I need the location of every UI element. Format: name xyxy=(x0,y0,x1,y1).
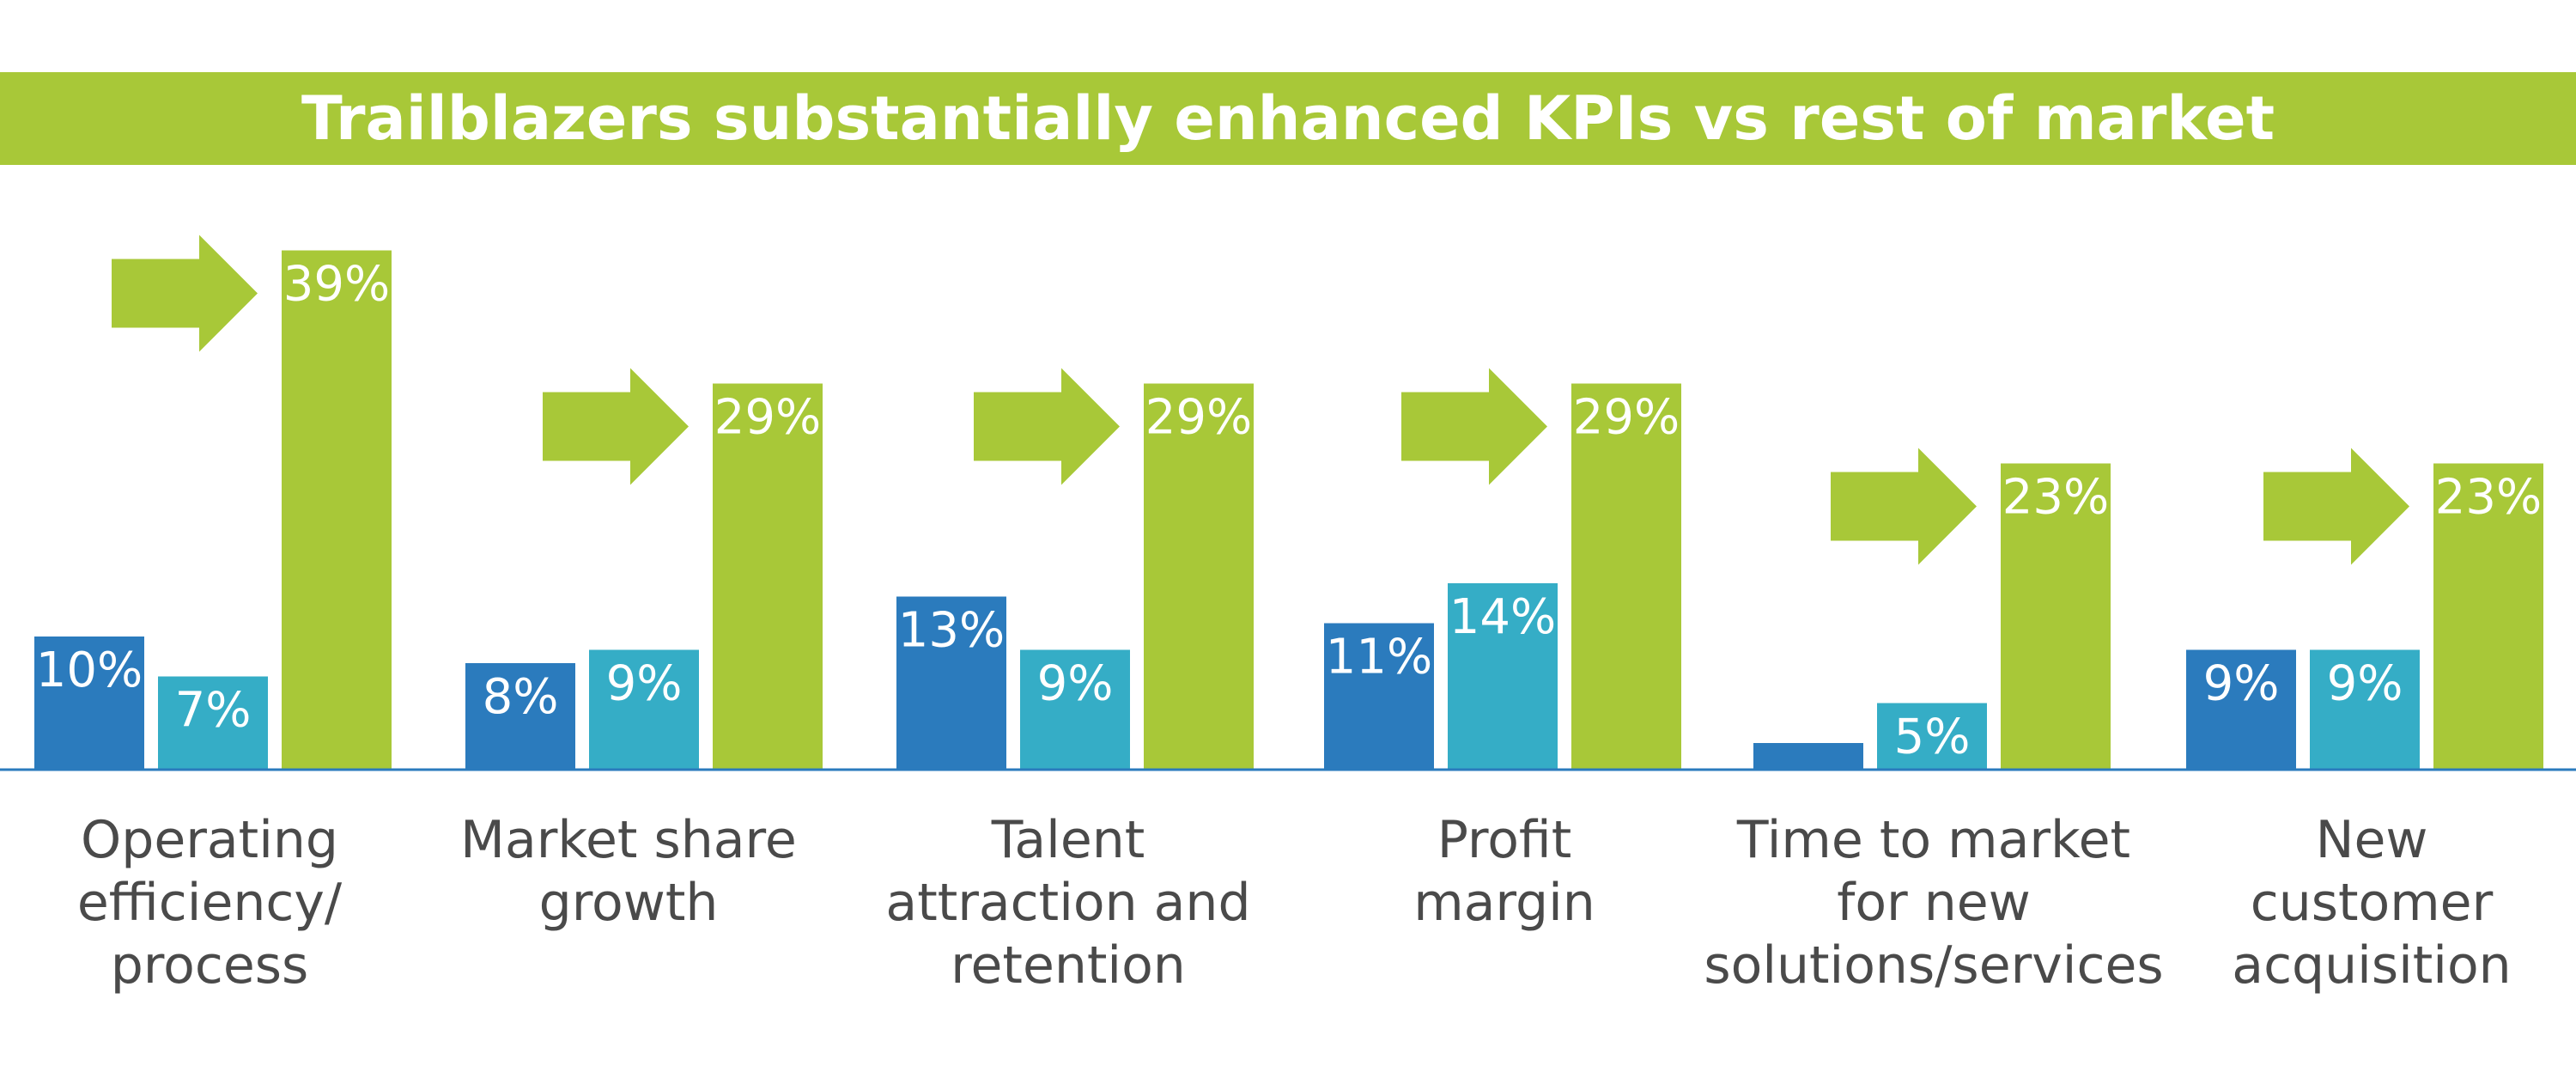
bar-series-2-cat-6 xyxy=(2310,649,2420,770)
bar-label-series-2-cat-2: 9% xyxy=(606,656,683,712)
category-label-line: retention xyxy=(951,935,1186,996)
category-label-line: attraction and xyxy=(885,873,1250,933)
category-label-6: New customer acquisition xyxy=(2232,810,2511,996)
bar-label-series-3-cat-2: 29% xyxy=(714,390,821,446)
bar-label-series-3-cat-3: 29% xyxy=(1145,390,1252,446)
category-label-line: Operating xyxy=(81,810,338,870)
category-label-line: solutions/services xyxy=(1704,935,2163,996)
bar-label-series-1-cat-2: 8% xyxy=(483,669,559,725)
bar-series-1-cat-4 xyxy=(1324,623,1434,770)
bar-series-2-cat-1 xyxy=(158,676,268,770)
title-banner: Trailblazers substantially enhanced KPIs… xyxy=(0,72,2576,165)
bar-series-2-cat-2 xyxy=(589,649,699,770)
bar-series-1-cat-5 xyxy=(1753,743,1863,770)
category-label-4: Profit margin xyxy=(1413,810,1595,933)
category-label-line: Talent xyxy=(991,810,1145,870)
category-label-line: Profit xyxy=(1437,810,1572,870)
category-label-line: New xyxy=(2316,810,2428,870)
bar-series-3-cat-2 xyxy=(713,383,823,770)
category-label-line: margin xyxy=(1413,873,1595,933)
category-label-line: customer xyxy=(2251,873,2494,933)
category-label-line: Market share xyxy=(460,810,797,870)
bar-series-3-cat-5 xyxy=(2001,463,2111,770)
bar-label-series-1-cat-6: 9% xyxy=(2203,656,2280,712)
bar-series-3-cat-3 xyxy=(1144,383,1254,770)
bar-series-1-cat-6 xyxy=(2186,649,2296,770)
bar-series-3-cat-1 xyxy=(282,250,392,770)
bar-series-1-cat-3 xyxy=(896,596,1006,770)
arrows-layer xyxy=(112,235,2409,565)
category-label-line: Time to market xyxy=(1736,810,2130,870)
category-label-5: Time to market for new solutions/services xyxy=(1704,810,2163,996)
bar-label-series-1-cat-4: 11% xyxy=(1326,630,1432,685)
bar-label-series-2-cat-4: 14% xyxy=(1449,589,1556,645)
category-label-3: Talent attraction and retention xyxy=(885,810,1250,996)
bar-label-series-3-cat-5: 23% xyxy=(2002,470,2109,526)
category-label-line: growth xyxy=(539,873,719,933)
arrow-icon-cat-1 xyxy=(112,235,258,352)
arrow-icon-cat-2 xyxy=(543,368,689,485)
category-label-2: Market share growth xyxy=(460,810,797,933)
bar-series-1-cat-1 xyxy=(34,637,144,770)
bar-series-3-cat-6 xyxy=(2433,463,2543,770)
arrow-icon-cat-5 xyxy=(1831,448,1977,565)
category-labels-layer: Operating efficiency/process Market share g… xyxy=(77,810,2512,996)
bar-series-2-cat-4 xyxy=(1448,583,1558,770)
bars-layer xyxy=(34,250,2543,770)
bar-series-2-cat-5 xyxy=(1877,703,1987,770)
bar-label-series-2-cat-5: 5% xyxy=(1894,710,1971,765)
bar-label-series-3-cat-6: 23% xyxy=(2435,470,2542,526)
arrow-icon-cat-4 xyxy=(1401,368,1547,485)
bar-series-3-cat-4 xyxy=(1571,383,1681,770)
bar-label-series-3-cat-1: 39% xyxy=(283,257,390,313)
bar-series-1-cat-2 xyxy=(465,663,575,770)
bar-label-series-2-cat-3: 9% xyxy=(1037,656,1114,712)
bar-label-series-3-cat-4: 29% xyxy=(1573,390,1680,446)
bar-label-series-1-cat-1: 10% xyxy=(36,643,143,698)
arrow-icon-cat-3 xyxy=(974,368,1120,485)
bar-label-series-2-cat-6: 9% xyxy=(2327,656,2403,712)
category-label-line: process xyxy=(111,935,309,996)
category-label-1: Operating efficiency/process xyxy=(77,810,343,996)
bar-label-series-1-cat-3: 13% xyxy=(898,603,1005,659)
bar-label-series-2-cat-1: 7% xyxy=(175,683,252,739)
chart-title: Trailblazers substantially enhanced KPIs… xyxy=(301,83,2275,154)
bar-labels-layer: 10% 7% 39% 8% 9% 29% 13% 9% 29% 11% 14% 29% 5% 23% 9% 9… xyxy=(36,257,2542,765)
category-label-line: acquisition xyxy=(2232,935,2511,996)
category-label-line: efficiency/ xyxy=(77,873,343,933)
arrow-icon-cat-6 xyxy=(2263,448,2409,565)
bar-series-2-cat-3 xyxy=(1020,649,1130,770)
category-label-line: for new xyxy=(1837,873,2031,933)
